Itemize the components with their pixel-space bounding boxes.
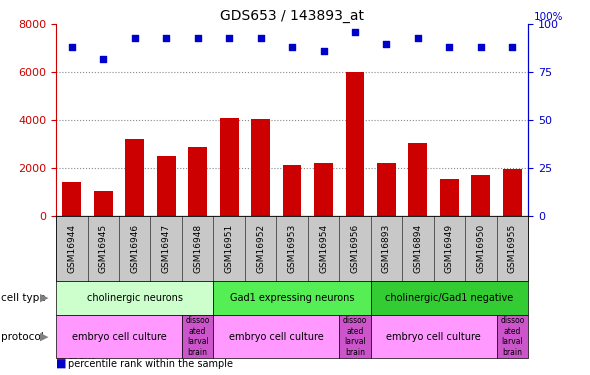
Text: percentile rank within the sample: percentile rank within the sample — [68, 358, 233, 369]
Point — [99, 56, 108, 62]
Text: GSM16951: GSM16951 — [225, 224, 234, 273]
Bar — [125, 139, 144, 216]
Bar — [440, 178, 459, 216]
Point — [130, 35, 139, 41]
Bar — [94, 190, 113, 216]
Point — [382, 40, 391, 46]
Text: GSM16953: GSM16953 — [287, 224, 297, 273]
Bar — [219, 118, 238, 216]
Point — [256, 35, 266, 41]
Bar — [503, 169, 522, 216]
Text: GSM16949: GSM16949 — [445, 224, 454, 273]
Text: embryo cell culture: embryo cell culture — [386, 332, 481, 342]
Text: cell type: cell type — [1, 293, 45, 303]
Text: GSM16893: GSM16893 — [382, 224, 391, 273]
Text: cholinergic neurons: cholinergic neurons — [87, 293, 183, 303]
Text: ■: ■ — [56, 351, 67, 361]
Point — [162, 35, 171, 41]
Point — [476, 44, 486, 50]
Point — [287, 44, 297, 50]
Text: protocol: protocol — [1, 332, 43, 342]
Text: count: count — [68, 351, 96, 361]
Bar — [251, 119, 270, 216]
Text: dissoo
ated
larval
brain: dissoo ated larval brain — [500, 316, 525, 357]
Point — [507, 44, 517, 50]
Point — [350, 29, 360, 35]
Bar — [314, 163, 333, 216]
Bar — [157, 156, 176, 216]
Text: ■: ■ — [56, 358, 67, 369]
Text: ▶: ▶ — [40, 332, 48, 342]
Point — [445, 44, 454, 50]
Bar — [471, 175, 490, 216]
Text: cholinergic/Gad1 negative: cholinergic/Gad1 negative — [385, 293, 513, 303]
Text: GSM16952: GSM16952 — [256, 224, 265, 273]
Text: GSM16956: GSM16956 — [350, 224, 359, 273]
Text: GSM16946: GSM16946 — [130, 224, 139, 273]
Point — [67, 44, 77, 50]
Text: GSM16950: GSM16950 — [476, 224, 486, 273]
Bar — [188, 147, 207, 216]
Text: Gad1 expressing neurons: Gad1 expressing neurons — [230, 293, 355, 303]
Text: dissoo
ated
larval
brain: dissoo ated larval brain — [343, 316, 367, 357]
Text: embryo cell culture: embryo cell culture — [71, 332, 166, 342]
Text: ▶: ▶ — [40, 293, 48, 303]
Bar — [408, 143, 427, 216]
Point — [193, 35, 202, 41]
Bar — [346, 72, 365, 216]
Text: GSM16948: GSM16948 — [193, 224, 202, 273]
Bar — [377, 163, 396, 216]
Text: GSM16954: GSM16954 — [319, 224, 328, 273]
Text: GSM16945: GSM16945 — [99, 224, 108, 273]
Title: GDS653 / 143893_at: GDS653 / 143893_at — [220, 9, 364, 23]
Point — [413, 35, 422, 41]
Text: embryo cell culture: embryo cell culture — [229, 332, 324, 342]
Text: GSM16894: GSM16894 — [414, 224, 422, 273]
Text: dissoo
ated
larval
brain: dissoo ated larval brain — [185, 316, 210, 357]
Bar — [283, 165, 301, 216]
Point — [224, 35, 234, 41]
Text: GSM16955: GSM16955 — [508, 224, 517, 273]
Text: GSM16944: GSM16944 — [67, 224, 76, 273]
Text: GSM16947: GSM16947 — [162, 224, 171, 273]
Point — [319, 48, 328, 54]
Text: 100%: 100% — [533, 12, 563, 22]
Bar — [63, 182, 81, 216]
